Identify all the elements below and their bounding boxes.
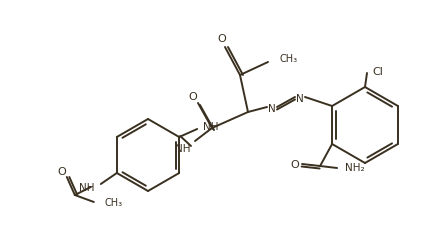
Text: NH: NH (203, 122, 219, 132)
Text: NH: NH (79, 183, 95, 193)
Text: N: N (268, 104, 276, 114)
Text: CH₃: CH₃ (280, 54, 298, 64)
Text: O: O (217, 34, 226, 44)
Text: NH: NH (176, 144, 191, 154)
Text: O: O (189, 92, 198, 102)
Text: Cl: Cl (372, 67, 383, 77)
Text: CH₃: CH₃ (105, 198, 123, 208)
Text: N: N (296, 94, 304, 104)
Text: NH₂: NH₂ (345, 163, 365, 173)
Text: O: O (57, 167, 66, 177)
Text: O: O (291, 160, 299, 170)
